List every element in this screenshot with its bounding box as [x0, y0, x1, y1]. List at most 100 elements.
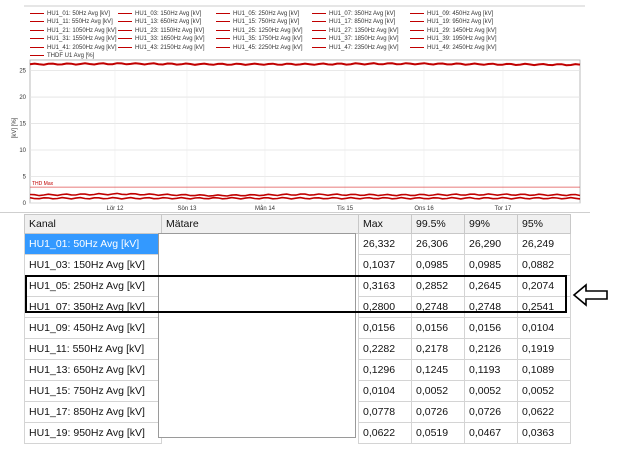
- legend-item[interactable]: HU1_11: 550Hz Avg [kV]: [30, 19, 113, 26]
- series-line: [29, 62, 581, 67]
- legend-item[interactable]: HU1_47: 2350Hz Avg [kV]: [312, 45, 399, 52]
- cell-kanal[interactable]: HU1_19: 950Hz Avg [kV]: [24, 422, 162, 444]
- cell-max: 0,0778: [358, 401, 412, 423]
- header-99[interactable]: 99%: [464, 214, 518, 234]
- y-tick-label: 20: [19, 95, 26, 101]
- cell-99: 0,0156: [464, 317, 518, 339]
- legend-swatch-icon: [216, 21, 230, 23]
- legend-label: HU1_33: 1650Hz Avg [kV]: [135, 36, 205, 43]
- legend-label: HU1_25: 1250Hz Avg [kV]: [233, 27, 303, 34]
- cell-kanal[interactable]: HU1_15: 750Hz Avg [kV]: [24, 380, 162, 402]
- table-row[interactable]: HU1_19: 950Hz Avg [kV] 0,0622 0,0519 0,0467…: [24, 422, 571, 444]
- legend-label: HU1_01: 50Hz Avg [kV]: [47, 11, 110, 17]
- header-95[interactable]: 95%: [517, 214, 571, 234]
- header-kanal[interactable]: Kanal: [24, 214, 162, 234]
- series-line: [29, 196, 581, 200]
- cell-95: 0,1919: [517, 338, 571, 360]
- legend-swatch-icon: [312, 38, 326, 40]
- legend-item[interactable]: HU1_37: 1850Hz Avg [kV]: [312, 36, 399, 43]
- legend-item[interactable]: HU1_39: 1950Hz Avg [kV]: [410, 36, 497, 43]
- legend-swatch-icon: [118, 46, 132, 48]
- legend-label: HU1_35: 1750Hz Avg [kV]: [233, 36, 303, 43]
- legend-label: HU1_41: 2050Hz Avg [kV]: [47, 44, 117, 51]
- legend-item[interactable]: HU1_45: 2250Hz Avg [kV]: [216, 45, 303, 52]
- legend-item[interactable]: HU1_29: 1450Hz Avg [kV]: [410, 28, 497, 35]
- cell-99-5: 0,0726: [411, 401, 465, 423]
- highlight-frame: [25, 275, 567, 313]
- legend-swatch-icon: [118, 21, 132, 23]
- cell-kanal[interactable]: HU1_11: 550Hz Avg [kV]: [24, 338, 162, 360]
- legend-swatch-icon: [30, 54, 44, 56]
- legend-item[interactable]: HU1_07: 350Hz Avg [kV]: [312, 11, 395, 18]
- y-axis-label: [kV] [%]: [12, 117, 18, 138]
- header-max[interactable]: Max: [358, 214, 412, 234]
- legend-item[interactable]: HU1_15: 750Hz Avg [kV]: [216, 19, 299, 26]
- legend-item[interactable]: HU1_01: 50Hz Avg [kV]: [30, 11, 110, 18]
- legend-label: HU1_23: 1150Hz Avg [kV]: [135, 27, 205, 34]
- legend-item[interactable]: HU1_31: 1550Hz Avg [kV]: [30, 36, 117, 43]
- legend-label: HU1_15: 750Hz Avg [kV]: [233, 19, 300, 26]
- y-tick-label: 5: [23, 175, 27, 181]
- cell-kanal[interactable]: HU1_09: 450Hz Avg [kV]: [24, 317, 162, 339]
- cell-kanal[interactable]: HU1_17: 850Hz Avg [kV]: [24, 401, 162, 423]
- legend-item[interactable]: HU1_35: 1750Hz Avg [kV]: [216, 36, 303, 43]
- y-tick-label: 10: [19, 148, 26, 154]
- chart-panel: 0 5 10 15 20 25 [kV] [%] Lör 12 Sön 13 Mån 14 Tis …: [0, 0, 590, 213]
- x-tick-label: Tis 15: [337, 206, 354, 212]
- legend-swatch-icon: [30, 38, 44, 40]
- legend-swatch-icon: [30, 29, 44, 31]
- legend-swatch-icon: [118, 12, 132, 14]
- cell-kanal[interactable]: HU1_01: 50Hz Avg [kV]: [24, 233, 162, 255]
- legend-item[interactable]: HU1_03: 150Hz Avg [kV]: [118, 11, 201, 18]
- cell-99-5: 26,306: [411, 233, 465, 255]
- legend-label: HU1_03: 150Hz Avg [kV]: [135, 11, 202, 17]
- legend-label: HU1_37: 1850Hz Avg [kV]: [329, 36, 399, 43]
- legend-label: HU1_31: 1550Hz Avg [kV]: [47, 36, 117, 43]
- legend-item[interactable]: HU1_13: 650Hz Avg [kV]: [118, 19, 201, 26]
- legend-item[interactable]: HU1_09: 450Hz Avg [kV]: [410, 11, 493, 18]
- cell-99-5: 0,0156: [411, 317, 465, 339]
- legend-swatch-icon: [410, 46, 424, 48]
- cell-max: 0,0104: [358, 380, 412, 402]
- matare-panel: [158, 233, 356, 438]
- legend-item[interactable]: HU1_25: 1250Hz Avg [kV]: [216, 28, 303, 35]
- cell-99: 0,0726: [464, 401, 518, 423]
- legend-item[interactable]: HU1_43: 2150Hz Avg [kV]: [118, 45, 205, 52]
- cell-kanal[interactable]: HU1_03: 150Hz Avg [kV]: [24, 254, 162, 276]
- cell-99: 0,0985: [464, 254, 518, 276]
- legend-swatch-icon: [216, 12, 230, 14]
- legend-item[interactable]: HU1_05: 250Hz Avg [kV]: [216, 11, 299, 18]
- legend-label: HU1_39: 1950Hz Avg [kV]: [427, 36, 497, 43]
- table-header-row: Kanal Mätare Max 99.5% 99% 95%: [24, 214, 571, 234]
- legend-item[interactable]: HU1_17: 850Hz Avg [kV]: [312, 19, 395, 26]
- cell-max: 0,1296: [358, 359, 412, 381]
- cell-99: 0,1193: [464, 359, 518, 381]
- legend-label: HU1_13: 650Hz Avg [kV]: [135, 19, 202, 26]
- legend-swatch-icon: [312, 29, 326, 31]
- series-line: [29, 192, 581, 197]
- cell-99-5: 0,2178: [411, 338, 465, 360]
- legend-item[interactable]: THDF U1 Avg [%]: [30, 53, 94, 60]
- legend-item[interactable]: HU1_19: 950Hz Avg [kV]: [410, 19, 493, 26]
- legend-label: HU1_45: 2250Hz Avg [kV]: [233, 44, 303, 51]
- chart-svg: 0 5 10 15 20 25 [kV] [%] Lör 12 Sön 13 Mån 14 Tis …: [12, 5, 585, 212]
- y-tick-label: 15: [19, 122, 26, 128]
- legend-item[interactable]: HU1_27: 1350Hz Avg [kV]: [312, 28, 399, 35]
- legend-swatch-icon: [312, 21, 326, 23]
- legend-item[interactable]: HU1_33: 1650Hz Avg [kV]: [118, 36, 205, 43]
- cell-95: 0,1089: [517, 359, 571, 381]
- header-99-5[interactable]: 99.5%: [411, 214, 465, 234]
- legend-item[interactable]: HU1_23: 1150Hz Avg [kV]: [118, 28, 204, 35]
- cell-99: 0,0467: [464, 422, 518, 444]
- legend-item[interactable]: HU1_21: 1050Hz Avg [kV]: [30, 28, 117, 35]
- cell-kanal[interactable]: HU1_13: 650Hz Avg [kV]: [24, 359, 162, 381]
- legend-item[interactable]: HU1_41: 2050Hz Avg [kV]: [30, 45, 117, 52]
- cell-95: 0,0622: [517, 401, 571, 423]
- legend-label: HU1_07: 350Hz Avg [kV]: [329, 11, 396, 17]
- legend-item[interactable]: HU1_49: 2450Hz Avg [kV]: [410, 45, 497, 52]
- cell-95: 26,249: [517, 233, 571, 255]
- legend-swatch-icon: [216, 29, 230, 31]
- header-matare[interactable]: Mätare: [161, 214, 359, 234]
- cell-max: 0,0622: [358, 422, 412, 444]
- legend-swatch-icon: [410, 29, 424, 31]
